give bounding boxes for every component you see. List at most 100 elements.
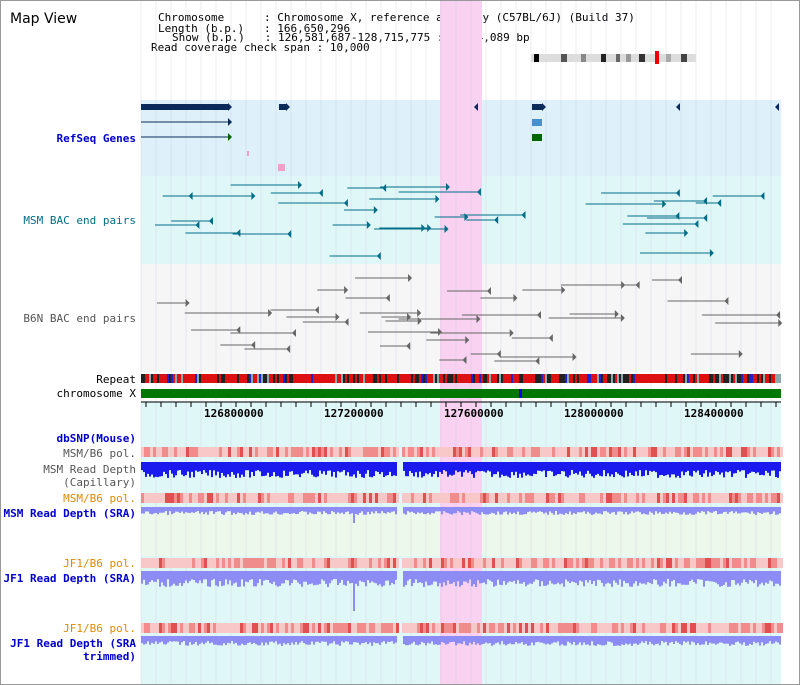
track-label-msm-depth-sra[interactable]: MSM Read Depth (SRA): [3, 507, 136, 520]
depth-bar: [693, 571, 695, 582]
polymorphism-cell: [309, 447, 312, 457]
track-label-msm-b6-pol-2[interactable]: MSM/B6 pol.: [63, 492, 136, 505]
track-label-msm-bac[interactable]: MSM BAC end pairs: [23, 214, 136, 227]
depth-bar: [625, 571, 627, 584]
depth-bar: [423, 462, 425, 477]
polymorphism-cell: [408, 558, 411, 568]
depth-bar: [311, 462, 313, 475]
polymorphism-cell: [444, 558, 447, 568]
track-label-dbsnp[interactable]: dbSNP(Mouse): [56, 432, 136, 445]
depth-bar: [767, 462, 769, 473]
polymorphism-cell: [774, 493, 777, 503]
repeat-segment: [437, 374, 439, 383]
depth-bar: [649, 571, 651, 583]
depth-bar: [747, 571, 749, 584]
polymorphism-cell: [729, 558, 732, 568]
repeat-segment: [215, 374, 217, 383]
depth-bar: [241, 462, 243, 475]
track-label-refseq-genes[interactable]: RefSeq Genes: [56, 132, 136, 145]
msm-bac-pair-end: [382, 184, 387, 192]
depth-bar: [141, 571, 143, 584]
polymorphism-cell: [654, 447, 657, 457]
polymorphism-cell: [315, 493, 318, 503]
polymorphism-cell: [678, 558, 681, 568]
depth-bar: [675, 571, 677, 587]
repeat-segment: [577, 374, 579, 383]
polymorphism-cell: [684, 447, 687, 457]
repeat-segment: [617, 374, 619, 383]
depth-bar: [153, 507, 155, 514]
polymorphism-cell: [708, 493, 711, 503]
depth-bar: [167, 507, 169, 515]
track-label-msm-depth-capillary[interactable]: MSM Read Depth (Capillary): [43, 463, 136, 489]
depth-bar: [575, 571, 577, 583]
depth-bar: [693, 462, 695, 471]
depth-bar: [317, 571, 319, 585]
depth-bar: [361, 462, 363, 478]
track-label-jf1-depth-sra[interactable]: JF1 Read Depth (SRA): [3, 572, 136, 585]
depth-bar: [461, 507, 463, 515]
polymorphism-cell: [339, 493, 342, 503]
polymorphism-cell: [285, 447, 288, 457]
depth-bar: [723, 507, 725, 512]
depth-bar: [433, 462, 435, 475]
polymorphism-cell: [402, 493, 405, 503]
depth-bar: [209, 462, 211, 471]
track-label-repeat[interactable]: Repeat: [96, 373, 136, 386]
depth-bar: [329, 636, 331, 644]
polymorphism-cell: [495, 623, 498, 633]
depth-bar: [243, 636, 245, 646]
polymorphism-cell: [489, 558, 492, 568]
track-label-jf1-b6-pol-1[interactable]: JF1/B6 pol.: [63, 557, 136, 570]
repeat-segment: [401, 374, 403, 383]
depth-bar: [243, 571, 245, 587]
gene-block: [141, 104, 228, 110]
polymorphism-cell: [648, 447, 651, 457]
polymorphism-cell: [405, 447, 408, 457]
depth-bar: [543, 462, 545, 471]
depth-bar: [447, 571, 449, 581]
depth-bar: [553, 636, 555, 643]
depth-bar: [681, 462, 683, 472]
repeat-segment: [509, 374, 511, 383]
depth-bar: [307, 636, 309, 645]
repeat-segment: [205, 374, 207, 383]
depth-bar: [217, 507, 219, 512]
depth-bar: [213, 507, 215, 514]
depth-bar: [447, 462, 449, 477]
depth-bar: [613, 571, 615, 581]
repeat-segment: [357, 374, 359, 383]
depth-bar: [381, 636, 383, 643]
msm-bac-pair-end: [684, 229, 689, 237]
depth-bar: [735, 507, 737, 512]
track-label-jf1-b6-pol-2[interactable]: JF1/B6 pol.: [63, 622, 136, 635]
msm-bac-pair-end: [251, 192, 256, 200]
track-label-b6n-bac[interactable]: B6N BAC end pairs: [23, 312, 136, 325]
repeat-segment: [607, 374, 609, 383]
depth-bar: [383, 507, 385, 513]
track-label-msm-b6-pol-1[interactable]: MSM/B6 pol.: [63, 447, 136, 460]
depth-bar: [487, 571, 489, 580]
depth-bar: [739, 636, 741, 644]
depth-bar: [429, 571, 431, 586]
depth-bar: [569, 507, 571, 512]
repeat-segment: [739, 374, 741, 383]
depth-bar: [525, 462, 527, 476]
repeat-segment: [667, 374, 669, 383]
depth-bar: [669, 462, 671, 478]
depth-bar: [637, 571, 639, 586]
polymorphism-cell: [459, 623, 462, 633]
depth-bar: [231, 507, 233, 515]
depth-bar: [733, 636, 735, 645]
depth-bar: [687, 636, 689, 642]
depth-bar: [425, 636, 427, 646]
track-label-jf1-depth-trimmed[interactable]: JF1 Read Depth (SRA trimmed): [10, 637, 136, 663]
track-label-chromosome[interactable]: chromosome X: [56, 387, 136, 400]
repeat-segment: [527, 374, 529, 383]
polymorphism-cell: [417, 623, 420, 633]
polymorphism-cell: [363, 493, 366, 503]
polymorphism-cell: [423, 623, 426, 633]
depth-bar: [419, 507, 421, 514]
polymorphism-cell: [432, 447, 435, 457]
